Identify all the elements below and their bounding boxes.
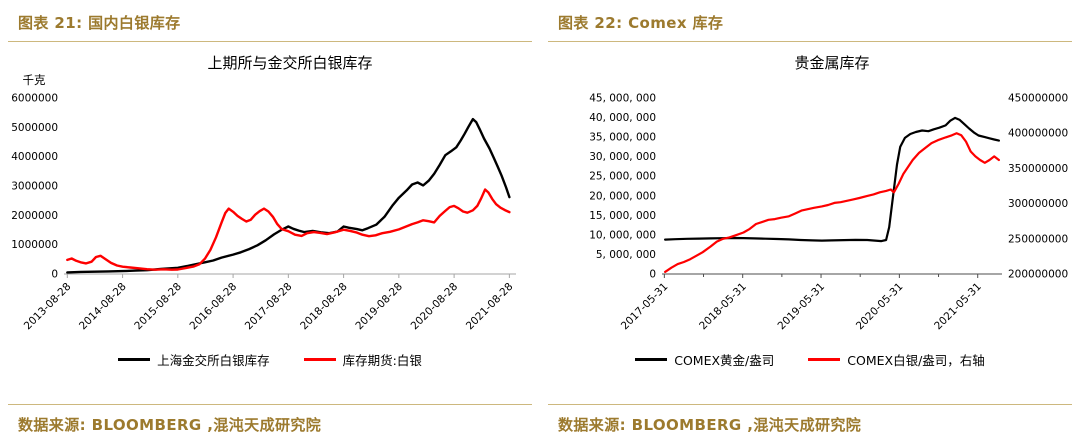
figure-21-panel: 图表 21: 国内白银库存 上期所与金交所白银库存千克 0 1000000 20000…	[0, 14, 540, 434]
y-tick-label: 10, 000, 000	[589, 229, 656, 241]
x-tick-label: 2016-08-28	[188, 281, 240, 333]
y-tick-label-right: 400000000	[1008, 128, 1068, 140]
legend-item: 上海金交所白银库存	[118, 350, 270, 369]
legend-line-swatch	[808, 358, 841, 361]
y-tick-label: 35, 000, 000	[589, 132, 656, 144]
y-tick-label: 15, 000, 000	[589, 210, 656, 222]
legend-item: COMEX白银/盎司，右轴	[808, 350, 985, 369]
figure-22-chart-svg: 贵金属库存 0 5, 000, 000 10, 000, 000 15, 000, 00…	[589, 54, 1068, 333]
legend-line-swatch	[118, 358, 151, 361]
y-tick-label: 45, 000, 000	[589, 93, 656, 105]
y-tick-label-right: 200000000	[1008, 269, 1068, 281]
y-tick-label: 5, 000, 000	[596, 249, 656, 261]
legend-line-swatch	[303, 358, 336, 361]
y-tick-label: 1000000	[11, 239, 58, 251]
y-tick-label: 2000000	[11, 210, 58, 222]
x-tick-label: 2017-05-31	[619, 281, 671, 333]
chart-title: 贵金属库存	[794, 54, 869, 72]
series-line-1	[66, 188, 511, 271]
x-tick-label: 2019-08-28	[353, 281, 405, 333]
x-tick-label: 2018-08-28	[298, 281, 350, 333]
x-tick-label: 2021-05-31	[932, 281, 984, 333]
y-tick-label-right: 350000000	[1008, 163, 1068, 175]
legend-label: COMEX白银/盎司，右轴	[847, 353, 985, 368]
figure-21-source: 数据来源: BLOOMBERG ,混沌天成研究院	[18, 416, 322, 434]
x-tick-label: 2019-05-31	[776, 281, 828, 333]
x-tick-label: 2020-05-31	[854, 281, 906, 333]
y-tick-label: 20, 000, 000	[589, 190, 656, 202]
figure-22-panel: 图表 22: Comex 库存 贵金属库存 0 5, 000, 000 10, 000…	[540, 0, 1080, 447]
figure-21-top-rule	[8, 41, 532, 42]
y-tick-label: 30, 000, 000	[589, 151, 656, 163]
series-line-0	[663, 116, 1000, 243]
x-tick-label: 2014-08-28	[77, 281, 129, 333]
y-tick-label: 6000000	[11, 93, 58, 105]
figure-22-spacer	[540, 369, 1080, 404]
y-tick-label: 0	[649, 269, 656, 281]
y-tick-label: 40, 000, 000	[589, 112, 656, 124]
y-tick-label: 25, 000, 000	[589, 171, 656, 183]
y-axis-unit-label: 千克	[23, 73, 46, 87]
legend-label: 上海金交所白银库存	[157, 353, 270, 368]
x-tick-label: 2021-08-28	[464, 281, 516, 333]
y-tick-label-right: 250000000	[1008, 233, 1068, 245]
x-tick-label: 2017-08-28	[243, 281, 295, 333]
x-tick-label: 2015-08-28	[132, 281, 184, 333]
y-tick-label: 4000000	[11, 151, 58, 163]
figure-21-bottom-rule	[8, 404, 532, 405]
figure-21-header: 图表 21: 国内白银库存	[18, 14, 181, 32]
legend-item: COMEX黄金/盎司	[635, 350, 774, 369]
figure-22-bottom-rule	[548, 404, 1072, 405]
y-tick-label: 3000000	[11, 181, 58, 193]
series-line-0	[66, 117, 511, 274]
figure-22-top-rule	[548, 41, 1072, 42]
y-tick-label: 5000000	[11, 122, 58, 134]
figure-22-chart: 贵金属库存 0 5, 000, 000 10, 000, 000 15, 000, 00…	[540, 42, 1080, 369]
legend-item: 库存期货:白银	[303, 350, 422, 369]
figure-22-source: 数据来源: BLOOMBERG ,混沌天成研究院	[558, 416, 862, 434]
figure-22-legend: COMEX黄金/盎司 COMEX白银/盎司，右轴	[540, 350, 1080, 369]
figure-22-header: 图表 22: Comex 库存	[558, 14, 724, 32]
y-tick-label-right: 300000000	[1008, 198, 1068, 210]
figure-21-chart: 上期所与金交所白银库存千克 0 1000000 2000000 3000000 40000…	[0, 42, 540, 369]
x-tick-label: 2018-05-31	[697, 281, 749, 333]
chart-title: 上期所与金交所白银库存	[207, 54, 372, 72]
x-tick-label: 2020-08-28	[409, 281, 461, 333]
legend-line-swatch	[635, 358, 668, 361]
x-tick-label: 2013-08-28	[22, 281, 74, 333]
legend-label: 库存期货:白银	[342, 353, 422, 368]
series-line-1	[663, 132, 1000, 273]
y-tick-label-right: 450000000	[1008, 93, 1068, 105]
figure-21-spacer	[0, 369, 540, 404]
legend-label: COMEX黄金/盎司	[674, 353, 775, 368]
figure-21-legend: 上海金交所白银库存 库存期货:白银	[0, 350, 540, 369]
y-tick-label: 0	[51, 269, 58, 281]
